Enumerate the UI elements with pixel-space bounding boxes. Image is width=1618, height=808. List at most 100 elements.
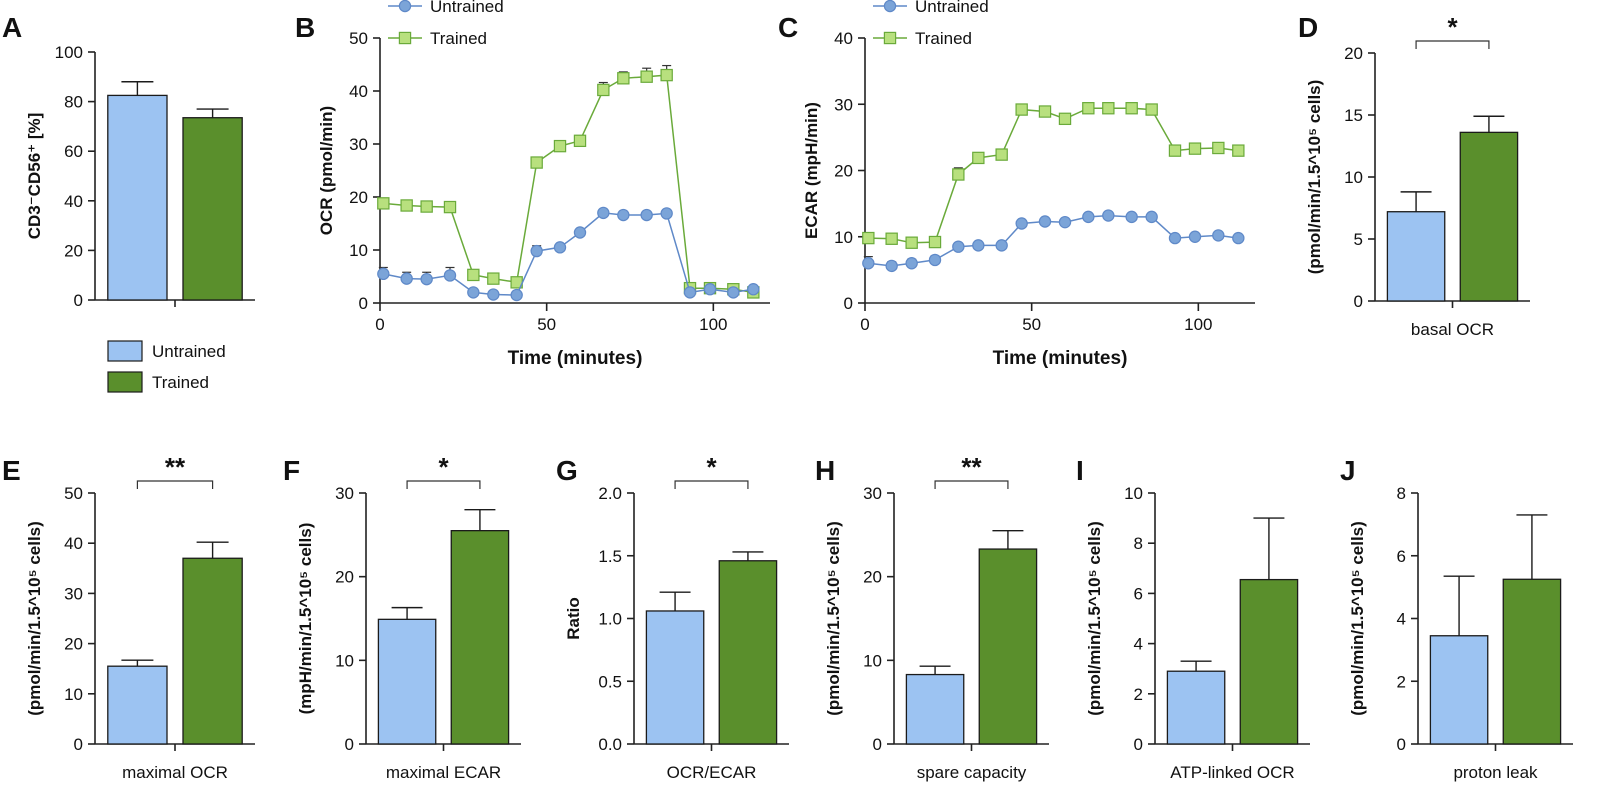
data-point [420, 200, 433, 213]
data-point [573, 226, 587, 239]
data-point [597, 206, 610, 220]
bar-untrained [1166, 670, 1226, 745]
data-point [377, 267, 390, 281]
y-tick-label: 0 [873, 735, 882, 754]
x-tick-label: 50 [1022, 315, 1041, 334]
data-point [862, 231, 875, 245]
significance-bracket [934, 480, 1009, 489]
x-axis-label: basal OCR [1411, 320, 1494, 339]
legend-marker [883, 31, 897, 45]
data-point [1145, 210, 1158, 224]
data-point [928, 253, 942, 267]
series-line [868, 214, 1239, 267]
bar-untrained [645, 610, 705, 745]
y-tick-label: 2 [1134, 685, 1143, 704]
panel-letter-a: A [2, 12, 22, 43]
significance-marker: * [706, 452, 717, 482]
data-point [727, 286, 740, 299]
y-tick-label: 10 [863, 651, 882, 670]
y-tick-label: 20 [1344, 44, 1363, 63]
legend-label: Untrained [430, 0, 504, 16]
data-point [683, 286, 697, 299]
bar-trained [718, 560, 778, 745]
legend-marker [398, 0, 412, 13]
series-untrained [862, 209, 1245, 273]
data-point [1082, 210, 1095, 224]
series-line [383, 74, 754, 294]
bar-trained [1459, 131, 1519, 302]
y-tick-label: 0 [1354, 292, 1363, 311]
bar-untrained [1386, 211, 1446, 302]
y-tick-label: 10 [335, 651, 354, 670]
x-axis-label: proton leak [1453, 763, 1538, 782]
panel-e: E 0 10 20 30 40 50 ** maximal OCR (pmol/min/1.5^1… [2, 452, 255, 782]
y-tick-label: 0 [359, 294, 368, 313]
panel-g: G 0.0 0.5 1.0 1.5 2.0 * OCR/ECAR Ratio [556, 452, 789, 782]
y-tick-label: 0 [74, 735, 83, 754]
x-axis-label: maximal OCR [122, 763, 228, 782]
y-tick-label: 20 [64, 635, 83, 654]
y-axis-label: (pmol/min/1.5^10⁵ cells) [1305, 80, 1324, 275]
data-point [553, 241, 567, 254]
y-tick-label: 10 [349, 241, 368, 260]
panel-c: C 0 10 20 30 40 0 50 100 Untrained Trained Time (mi… [778, 0, 1255, 369]
significance-marker: ** [961, 452, 982, 482]
series-line [383, 212, 754, 296]
y-tick-label: 30 [834, 95, 853, 114]
data-point [703, 283, 717, 296]
panel-b: B 0 10 20 30 40 50 0 50 100 Untrained Trained Time (… [295, 0, 770, 369]
x-axis-label: ATP-linked OCR [1170, 763, 1294, 782]
y-axis-label: (pmol/min/1.5^10⁵ cells) [1348, 521, 1367, 716]
data-point [972, 151, 985, 165]
y-tick-label: 60 [64, 142, 83, 161]
y-tick-label: 6 [1397, 547, 1406, 566]
data-point [1058, 112, 1072, 126]
x-axis-label: maximal ECAR [386, 763, 501, 782]
x-tick-label: 0 [375, 315, 384, 334]
bar-trained [1502, 578, 1562, 745]
data-point [1125, 102, 1138, 115]
data-point [487, 288, 500, 301]
data-point [1145, 103, 1158, 116]
y-tick-label: 15 [1344, 106, 1363, 125]
significance-bracket [406, 480, 481, 489]
y-tick-label: 4 [1397, 610, 1406, 629]
data-point [905, 236, 918, 249]
data-point [510, 288, 523, 302]
panel-letter-i: I [1076, 455, 1084, 486]
data-point [1058, 215, 1072, 229]
legend-marker [883, 0, 897, 13]
panel-letter-d: D [1298, 12, 1318, 43]
panel-letter-h: H [815, 455, 835, 486]
panel-letter-e: E [2, 455, 21, 486]
significance-marker: ** [165, 452, 186, 482]
data-point [443, 200, 457, 214]
panel-letter-g: G [556, 455, 578, 486]
data-point [952, 168, 965, 181]
y-tick-label: 8 [1134, 534, 1143, 553]
data-point [1038, 105, 1052, 118]
significance-bracket [136, 480, 214, 489]
data-point [885, 232, 898, 245]
y-tick-label: 0 [844, 294, 853, 313]
significance-bracket [674, 480, 749, 489]
panel-h: H 0 10 20 30 ** spare capacity (pmol/min/1.5^10… [815, 452, 1049, 782]
y-tick-label: 2 [1397, 672, 1406, 691]
series-trained [377, 64, 760, 299]
series-trained [862, 102, 1245, 249]
legend-label-untrained: Untrained [152, 342, 226, 361]
y-tick-label: 0.5 [598, 672, 622, 691]
y-tick-label: 10 [834, 228, 853, 247]
y-tick-label: 50 [64, 484, 83, 503]
data-point [1102, 102, 1115, 115]
bar-untrained [107, 94, 168, 301]
y-tick-label: 80 [64, 93, 83, 112]
data-point [972, 239, 985, 252]
series-untrained [377, 206, 760, 302]
data-point [928, 235, 942, 249]
legend-label: Trained [430, 29, 487, 48]
data-point [1188, 230, 1202, 243]
data-point [1168, 144, 1182, 157]
bar-trained [450, 530, 510, 745]
